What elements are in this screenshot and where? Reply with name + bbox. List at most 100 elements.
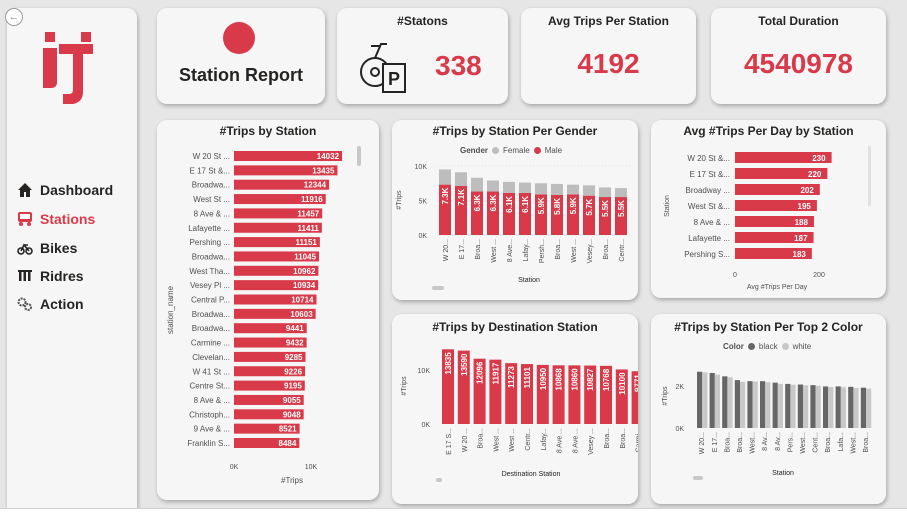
category-label: West ...: [509, 428, 516, 452]
bar: [234, 308, 316, 319]
horizontal-scrollbar[interactable]: [436, 478, 442, 482]
bar: [568, 365, 581, 424]
y-tick-label: 0K: [421, 422, 430, 429]
data-label: 11917: [491, 362, 500, 384]
data-label: 10962: [293, 267, 316, 276]
bar-male: [487, 191, 499, 235]
category-label: Broadwa...: [192, 181, 230, 190]
bar: [234, 351, 306, 362]
kpi-title: Avg Trips Per Station: [548, 14, 669, 28]
data-label: 10868: [555, 368, 564, 391]
category-label: Broa...: [604, 428, 611, 449]
legend-white: white: [792, 342, 812, 351]
back-icon[interactable]: ←: [5, 8, 23, 26]
category-label: West St ...: [193, 195, 230, 204]
category-label: Vesey Pl ...: [190, 281, 230, 290]
bar-white: [777, 383, 783, 428]
y-axis-title: #Trips: [396, 190, 403, 210]
category-label: Cent...: [813, 432, 820, 453]
data-label: 11101: [523, 367, 532, 389]
category-label: Carmine ...: [191, 339, 230, 348]
data-label: 8521: [279, 425, 297, 434]
data-label: 195: [798, 202, 812, 211]
data-label: 6.3K: [473, 194, 482, 211]
data-label: 10714: [291, 296, 314, 305]
page-title: Station Report: [179, 65, 303, 85]
data-label: 220: [808, 170, 822, 179]
bar: [234, 380, 305, 391]
chart-title: #Trips by Destination Station: [432, 320, 598, 334]
bar-white: [803, 385, 809, 428]
data-label: 11273: [507, 366, 516, 388]
data-label: 202: [800, 186, 814, 195]
bar: [552, 365, 565, 424]
bar-black: [797, 384, 803, 428]
y-tick-label: 0K: [675, 426, 684, 433]
bar-female: [535, 183, 547, 195]
bar-male: [535, 194, 547, 235]
gender-legend: Gender Female Male: [460, 146, 562, 155]
category-label: Centr...: [525, 428, 532, 451]
horizontal-scrollbar[interactable]: [432, 286, 444, 290]
nav-dashboard[interactable]: Dashboard: [17, 182, 113, 198]
y-axis-title: #Trips: [401, 376, 408, 396]
nav-label: Stations: [40, 211, 96, 227]
nav-bikes[interactable]: Bikes: [17, 240, 77, 256]
bar: [234, 423, 300, 434]
category-label: Centre St...: [190, 382, 230, 391]
category-label: West ...: [571, 239, 578, 263]
category-label: 9 Ave & ...: [194, 425, 230, 434]
category-label: W 20...: [443, 239, 450, 261]
data-label: 6.1K: [505, 196, 514, 213]
bar: [234, 151, 343, 161]
y-tick-label: 5K: [418, 199, 427, 206]
data-label: 13435: [312, 166, 335, 175]
legend-title: Color: [723, 342, 744, 351]
bar: [234, 294, 317, 305]
category-label: Pers...: [787, 432, 794, 452]
bar: [234, 323, 307, 334]
category-label: Vesey ...: [588, 428, 595, 455]
y-tick-label: 10K: [418, 368, 431, 375]
vertical-scrollbar[interactable]: [357, 146, 361, 166]
category-label: W 41 St ...: [193, 367, 230, 376]
category-label: Broadwa...: [192, 310, 230, 319]
data-label: 11457: [297, 209, 319, 218]
data-label: 10950: [539, 367, 548, 390]
bar: [234, 409, 304, 420]
bar: [234, 179, 330, 190]
bar-female: [439, 169, 451, 185]
category-label: 8 Av...: [775, 432, 782, 451]
nav-stations[interactable]: Stations: [17, 211, 95, 227]
category-label: West ...: [493, 428, 500, 452]
bar-female: [583, 185, 595, 196]
vertical-scrollbar[interactable]: [868, 146, 871, 206]
bar: [234, 165, 338, 176]
bar-white: [714, 374, 720, 428]
horizontal-scrollbar[interactable]: [693, 476, 703, 480]
nav-action[interactable]: Action: [17, 296, 84, 312]
category-label: Broadwa...: [192, 252, 230, 261]
data-label: 11045: [294, 252, 316, 261]
category-label: Carmi...: [636, 428, 638, 453]
x-axis-title: #Trips: [281, 476, 303, 485]
category-label: W 20 ...: [462, 428, 469, 452]
category-label: 8 Ave & ...: [194, 396, 230, 405]
bar-black: [860, 387, 866, 428]
legend-male: Male: [544, 146, 563, 155]
bar-black: [760, 381, 766, 428]
category-label: Central P...: [191, 296, 230, 305]
data-label: 12096: [476, 361, 485, 384]
bar-male: [551, 194, 563, 235]
bar: [234, 222, 322, 233]
category-label: Lafay...: [541, 428, 548, 450]
kpi-title: Total Duration: [758, 14, 839, 28]
station-icon: [18, 212, 32, 226]
bar-white: [702, 372, 708, 428]
data-label: 5.9K: [537, 197, 546, 214]
category-label: Broa...: [603, 239, 610, 260]
category-label: E 17 St &...: [690, 170, 730, 179]
bar: [735, 152, 832, 163]
data-label: 5.8K: [553, 198, 562, 215]
nav-ridres[interactable]: Ridres: [17, 268, 84, 284]
